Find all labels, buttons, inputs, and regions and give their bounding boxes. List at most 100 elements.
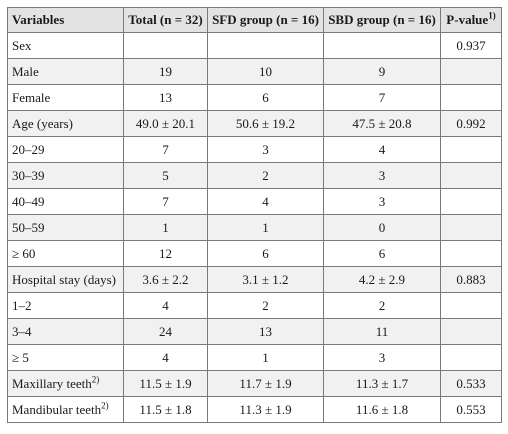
cell-p-value: 0.992 <box>440 110 502 137</box>
cell-sfd: 6 <box>207 84 324 111</box>
cell-variable: Sex <box>7 32 124 59</box>
cell-sbd: 0 <box>323 214 441 241</box>
cell-variable: 1–2 <box>7 292 124 319</box>
cell-total: 1 <box>123 214 208 241</box>
cell-variable: Mandibular teeth2) <box>7 396 124 423</box>
variable-label: ≥ 60 <box>12 245 36 261</box>
table-row: Maxillary teeth2) 11.5 ± 1.9 11.7 ± 1.9 11.… <box>7 370 502 397</box>
cell-variable: ≥ 60 <box>7 240 124 267</box>
table-row: Sex 0.937 <box>7 32 502 59</box>
cell-p-value <box>440 188 502 215</box>
cell-sfd: 13 <box>207 318 324 345</box>
cell-sbd: 7 <box>323 84 441 111</box>
cell-sfd: 11.3 ± 1.9 <box>207 396 324 423</box>
cell-sbd: 11.3 ± 1.7 <box>323 370 441 397</box>
table-container: Variables Total (n = 32) SFD group (n = … <box>7 7 502 423</box>
cell-variable: 20–29 <box>7 136 124 163</box>
table-row: Female 13 6 7 <box>7 84 502 111</box>
cell-p-value <box>440 292 502 319</box>
cell-total: 13 <box>123 84 208 111</box>
cell-sfd: 3.1 ± 1.2 <box>207 266 324 293</box>
cell-sbd: 4 <box>323 136 441 163</box>
cell-p-value: 0.883 <box>440 266 502 293</box>
variable-label: Sex <box>12 37 32 53</box>
cell-variable: Male <box>7 58 124 85</box>
header-total: Total (n = 32) <box>123 7 208 33</box>
cell-total: 7 <box>123 136 208 163</box>
variable-label: 50–59 <box>12 219 45 235</box>
table-row: ≥ 60 12 6 6 <box>7 240 502 267</box>
cell-variable: Hospital stay (days) <box>7 266 124 293</box>
table-row: Mandibular teeth2) 11.5 ± 1.8 11.3 ± 1.9 11… <box>7 396 502 423</box>
cell-sfd: 6 <box>207 240 324 267</box>
cell-p-value <box>440 240 502 267</box>
cell-variable: ≥ 5 <box>7 344 124 371</box>
cell-sfd <box>207 32 324 59</box>
variable-label: 3–4 <box>12 323 32 339</box>
cell-sfd: 50.6 ± 19.2 <box>207 110 324 137</box>
cell-sbd: 3 <box>323 162 441 189</box>
header-p-value: P-value1) <box>440 7 502 33</box>
variable-label: 40–49 <box>12 193 45 209</box>
variable-label: Female <box>12 89 51 105</box>
cell-sfd: 4 <box>207 188 324 215</box>
cell-p-value: 0.553 <box>440 396 502 423</box>
cell-sbd: 6 <box>323 240 441 267</box>
cell-sbd: 11 <box>323 318 441 345</box>
variable-label: Mandibular teeth <box>12 401 102 417</box>
cell-sfd: 2 <box>207 162 324 189</box>
cell-total: 3.6 ± 2.2 <box>123 266 208 293</box>
table-row: 30–39 5 2 3 <box>7 162 502 189</box>
cell-p-value <box>440 214 502 241</box>
cell-total: 4 <box>123 344 208 371</box>
header-sfd-group: SFD group (n = 16) <box>207 7 324 33</box>
cell-p-value <box>440 58 502 85</box>
cell-sbd: 3 <box>323 344 441 371</box>
cell-variable: 3–4 <box>7 318 124 345</box>
cell-sfd: 11.7 ± 1.9 <box>207 370 324 397</box>
variable-label: Hospital stay (days) <box>12 271 116 287</box>
header-sbd-group: SBD group (n = 16) <box>323 7 441 33</box>
footnote-marker: 1) <box>488 10 496 21</box>
cell-total: 24 <box>123 318 208 345</box>
cell-sbd: 11.6 ± 1.8 <box>323 396 441 423</box>
table-row: 40–49 7 4 3 <box>7 188 502 215</box>
cell-variable: Maxillary teeth2) <box>7 370 124 397</box>
cell-total: 19 <box>123 58 208 85</box>
cell-sfd: 3 <box>207 136 324 163</box>
cell-sfd: 10 <box>207 58 324 85</box>
cell-variable: Age (years) <box>7 110 124 137</box>
cell-total <box>123 32 208 59</box>
table-row: Hospital stay (days) 3.6 ± 2.2 3.1 ± 1.2 4.… <box>7 266 502 293</box>
table-row: 1–2 4 2 2 <box>7 292 502 319</box>
variable-label: ≥ 5 <box>12 349 29 365</box>
cell-sbd: 47.5 ± 20.8 <box>323 110 441 137</box>
cell-sbd: 2 <box>323 292 441 319</box>
cell-total: 7 <box>123 188 208 215</box>
cell-sfd: 1 <box>207 344 324 371</box>
table-body: Sex 0.937 Male 19 10 9 Female 13 6 7 Age (years) 49… <box>7 32 502 423</box>
cell-sbd <box>323 32 441 59</box>
cell-sfd: 2 <box>207 292 324 319</box>
cell-variable: 40–49 <box>7 188 124 215</box>
cell-total: 49.0 ± 20.1 <box>123 110 208 137</box>
cell-p-value: 0.937 <box>440 32 502 59</box>
cell-variable: 30–39 <box>7 162 124 189</box>
table-row: Age (years) 49.0 ± 20.1 50.6 ± 19.2 47.5 ± … <box>7 110 502 137</box>
footnote-marker: 2) <box>101 400 109 411</box>
variable-label: 1–2 <box>12 297 32 313</box>
variable-label: 20–29 <box>12 141 45 157</box>
variable-label: 30–39 <box>12 167 45 183</box>
table-row: 20–29 7 3 4 <box>7 136 502 163</box>
cell-p-value <box>440 318 502 345</box>
header-variables: Variables <box>7 7 124 33</box>
cell-variable: Female <box>7 84 124 111</box>
cell-sbd: 3 <box>323 188 441 215</box>
cell-p-value <box>440 136 502 163</box>
cell-p-value: 0.533 <box>440 370 502 397</box>
cell-variable: 50–59 <box>7 214 124 241</box>
footnote-marker: 2) <box>91 374 100 385</box>
variable-label: Age (years) <box>12 115 73 131</box>
cell-sbd: 9 <box>323 58 441 85</box>
